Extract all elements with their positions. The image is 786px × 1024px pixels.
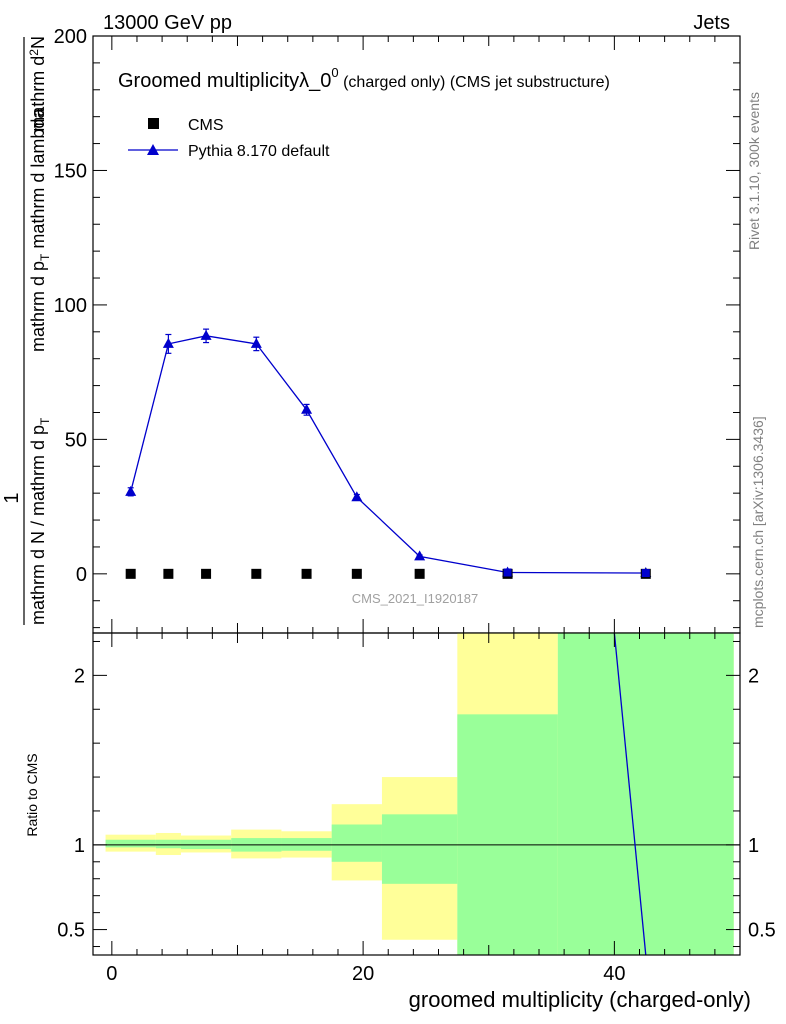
ratio-ytick-label-right: 2 xyxy=(748,665,759,687)
ylabel-rhs-sub: T xyxy=(38,253,52,261)
ratio-band-inner xyxy=(105,839,156,848)
pythia-point xyxy=(250,337,262,348)
ratio-pythia-line xyxy=(613,632,647,956)
legend-pythia-marker xyxy=(147,144,159,155)
pythia-point xyxy=(125,485,137,496)
chart-title-sub: (charged only) (CMS jet substructure) xyxy=(339,74,610,91)
cms-point xyxy=(163,568,174,579)
ylabel-rhs: mathrm d pT mathrm d lambda xyxy=(28,108,52,352)
pythia-point xyxy=(162,337,174,348)
pythia-point-overlap xyxy=(641,569,650,578)
legend-cms-marker xyxy=(148,118,159,129)
chart-title-sup: 0 xyxy=(331,65,338,80)
ratio-ytick-label-left: 0.5 xyxy=(57,920,85,942)
pythia-point xyxy=(351,491,363,502)
ylabel-rhs-text: mathrm d p xyxy=(28,261,48,352)
pythia-point-overlap xyxy=(503,568,512,577)
ratio-band-inner xyxy=(381,814,458,884)
ratio-frame xyxy=(92,632,741,956)
ylabel-rhs-tail: mathrm d lambda xyxy=(28,108,48,254)
ylabel-den-text: mathrm d N / mathrm d p xyxy=(28,425,48,625)
main-ytick-label: 100 xyxy=(54,295,87,317)
main-ytick-label: 200 xyxy=(54,26,87,48)
ratio-band-inner xyxy=(557,633,734,955)
chart-title: Groomed multiplicityλ_00 (charged only) … xyxy=(118,65,610,92)
ratio-ytick-label-left: 2 xyxy=(74,665,85,687)
ratio-ytick-label-right: 1 xyxy=(748,835,759,857)
cms-point xyxy=(251,568,262,579)
ylabel-denominator: mathrm d N / mathrm d pT xyxy=(28,417,52,625)
ylabel-num-text: mathrm d xyxy=(28,56,48,132)
pythia-line xyxy=(130,335,646,574)
ylabel-numerator: mathrm d2N xyxy=(27,36,48,132)
main-panel: 0 50 100 150 200 xyxy=(54,26,741,634)
legend-pythia-label: Pythia 8.170 default xyxy=(188,143,330,160)
main-ylabel: 1 mathrm d N / mathrm d pT mathrm d2N ma… xyxy=(1,36,52,625)
pythia-point xyxy=(414,550,426,561)
xlabel: groomed multiplicity (charged-only) xyxy=(409,987,751,1012)
ratio-xtick-label: 20 xyxy=(352,963,374,985)
header-left: 13000 GeV pp xyxy=(103,12,232,34)
rivet-label: Rivet 3.1.10, 300k events xyxy=(746,92,762,250)
ylabel-one: 1 xyxy=(1,492,23,503)
ratio-panel: 0 20 40 0.5 0.5 1 1 2 2 xyxy=(57,632,776,985)
cms-point xyxy=(201,568,212,579)
ylabel-num-tail: N xyxy=(28,36,48,49)
cms-point xyxy=(414,568,425,579)
main-ytick-label: 50 xyxy=(65,429,87,451)
legend-cms-label: CMS xyxy=(188,117,224,134)
header-right: Jets xyxy=(693,12,730,34)
ratio-ytick-label-right: 0.5 xyxy=(748,920,776,942)
ratio-band-inner xyxy=(457,714,558,955)
mcplots-label: mcplots.cern.ch [arXiv:1306.3436] xyxy=(750,416,766,628)
ratio-xtick-label: 0 xyxy=(106,963,117,985)
pythia-point xyxy=(301,403,313,414)
ratio-band-inner xyxy=(331,824,382,862)
cms-point xyxy=(301,568,312,579)
ratio-ylabel: Ratio to CMS xyxy=(24,753,40,836)
cms-point xyxy=(125,568,136,579)
ratio-band-inner xyxy=(155,839,181,849)
main-ytick-label: 0 xyxy=(76,564,87,586)
pythia-point xyxy=(200,329,212,340)
ratio-ytick-label-left: 1 xyxy=(74,835,85,857)
chart-title-main: Groomed multiplicityλ_0 xyxy=(118,70,331,92)
ylabel-den-sub: T xyxy=(38,417,52,425)
ylabel-num-sup: 2 xyxy=(27,49,41,56)
ratio-xtick-label: 40 xyxy=(603,963,625,985)
watermark: CMS_2021_I1920187 xyxy=(352,591,479,606)
main-ytick-label: 150 xyxy=(54,160,87,182)
cms-point xyxy=(351,568,362,579)
